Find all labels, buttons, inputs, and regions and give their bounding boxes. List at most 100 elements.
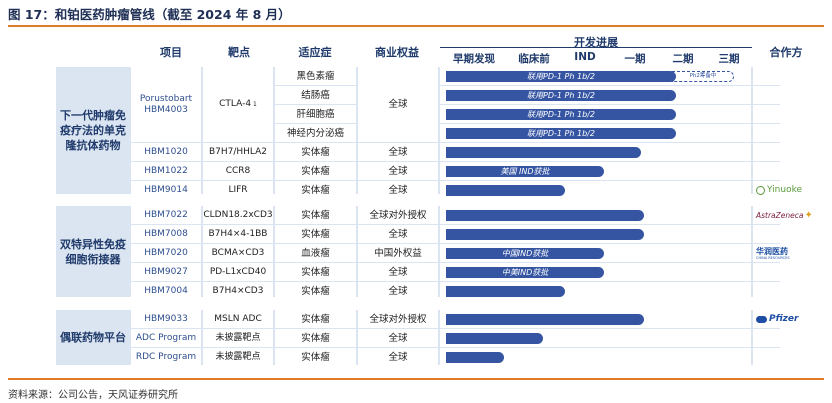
indication: 实体瘤 [301,313,330,325]
cell-background [753,162,780,180]
cell-background [753,143,780,161]
progress-bar-label: 中美IND获批 [501,267,549,277]
cell-background [358,310,438,328]
target-text: CTLA-4 [219,99,252,109]
header-project: 项目 [160,46,182,59]
progress-bar-label: 联用PD-1 Ph 1b/2 [527,90,595,100]
progress-bar-label: 中国IND获批 [501,248,549,258]
project-name: HBM1020 [144,146,188,157]
cell-background [753,348,780,366]
header-stage-preclinical: 临床前 [518,53,550,65]
target-name: B7H4×CD3 [212,285,264,296]
cell-background [131,206,201,224]
source-rule [8,378,824,380]
target-name: CLDN18.2xCD3 [203,209,273,220]
indication: 实体瘤 [301,228,330,240]
cell-background [275,225,356,243]
partner-logo: 华润医药 CHINA RESOURCES [756,244,790,262]
cell-background [275,244,356,262]
cell-background [275,86,356,104]
project-name: Porustobart HBM4003 [139,93,193,115]
progress-bar [446,228,644,240]
cell-background [753,225,780,243]
progress-bar [446,184,565,196]
progress-bar [446,351,504,363]
cell-background [131,263,201,281]
commercial-rights: 全球 [388,146,408,158]
header-target: 靶点 [228,46,250,59]
indication: 肝细胞癌 [296,108,335,120]
target-name: LIFR [228,184,248,195]
commercial-rights: 全球 [388,351,408,363]
partner-name: Yinuoke [767,185,803,195]
progress-bar [446,332,543,344]
progress-bar [446,266,604,278]
progress-bar [446,247,604,259]
pfizer-logo-icon [756,315,767,323]
header-partner: 合作方 [769,46,803,59]
cell-background [753,244,780,262]
group-label-conjugate: 偶联药物平台 [60,331,126,344]
commercial-rights: 全球 [388,285,408,297]
cell-background [275,124,356,142]
cell-background [753,263,780,281]
project-name: HBM7020 [144,247,188,258]
cell-background [131,310,201,328]
cell-background [358,206,438,224]
commercial-rights: 全球对外授权 [369,313,427,325]
cell-background [203,282,273,300]
progress-bar-label: 美国 IND获批 [500,166,550,176]
cell-background [753,282,780,300]
indication: 实体瘤 [301,285,330,297]
cell-background [358,181,438,199]
header-stage-early: 早期发现 [453,53,495,65]
cell-background [131,244,201,262]
indication: 实体瘤 [301,209,330,221]
project-name: ADC Program [135,332,197,343]
cell-background [275,162,356,180]
project-name: HBM7022 [144,209,188,220]
target-name: CTLA-4 1 [203,67,273,142]
cell-background [275,105,356,123]
progress-bar [446,89,676,101]
cell-background [203,310,273,328]
target-name: BCMA×CD3 [211,247,265,258]
target-footnote: 1 [253,101,257,108]
cell-background [275,143,356,161]
cell-background [358,348,438,366]
indication: 神经内分泌癌 [286,127,344,139]
cell-background [275,310,356,328]
cell-background [753,86,780,104]
cell-background [131,329,201,347]
cell-background [203,143,273,161]
partner-name: 华润医药 [756,246,788,256]
cell-background [358,329,438,347]
cell-background [358,225,438,243]
indication: 实体瘤 [301,165,330,177]
cell-background [203,329,273,347]
project-name: HBM7004 [144,285,188,296]
cell-background [131,143,201,161]
project-name: HBM9027 [144,266,188,277]
project-name: HBM7008 [144,228,188,239]
commercial-rights: 全球对外授权 [369,209,427,221]
header-stage-phase2: 二期 [672,53,694,65]
progress-bar [446,313,644,325]
progress-bar [446,70,676,82]
cell-background [275,67,356,85]
partner-name: Pfizer [769,314,799,324]
figure-title: 图 17：和铂医药肿瘤管线（截至 2024 年 8 月） [8,7,291,22]
indication: 实体瘤 [301,351,330,363]
source-note: 资料来源：公司公告，天风证券研究所 [8,390,178,401]
cell-background [753,105,780,123]
group-label-mab: 下一代肿瘤免疫疗法的单克隆抗体药物 [60,109,126,152]
cell-background [358,162,438,180]
cell-background [753,67,780,85]
astrazeneca-logo-icon: ✦ [804,209,813,221]
target-name: B7H7/HHLA2 [208,146,268,157]
progress-bar-label: 联用PD-1 Ph 1b/2 [527,71,595,81]
commercial-rights: 全球 [388,184,408,196]
partner-subname: CHINA RESOURCES [756,255,790,260]
cell-background [275,181,356,199]
cell-background [131,348,201,366]
